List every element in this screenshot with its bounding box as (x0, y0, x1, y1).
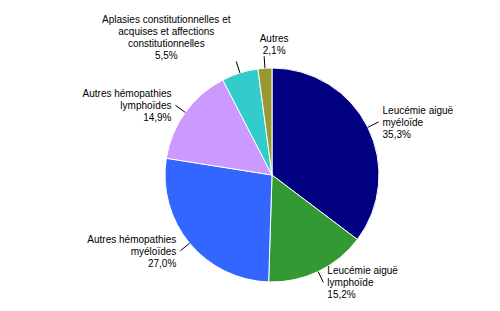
svg-text:Leucémie aiguëmyéloïde35,3%: Leucémie aiguëmyéloïde35,3% (383, 105, 454, 140)
svg-text:Autres hémopathiesmyéloïdes27,: Autres hémopathiesmyéloïdes27,0% (87, 234, 176, 269)
svg-text:Leucémie aiguëlymphoïde15,2%: Leucémie aiguëlymphoïde15,2% (327, 265, 398, 300)
svg-text:Autres2,1%: Autres2,1% (260, 33, 289, 56)
svg-text:Autres hémopathieslymphoïdes14: Autres hémopathieslymphoïdes14,9% (83, 88, 172, 123)
svg-text:Aplasies constitutionnelles et: Aplasies constitutionnelles etacquises e… (102, 14, 231, 61)
